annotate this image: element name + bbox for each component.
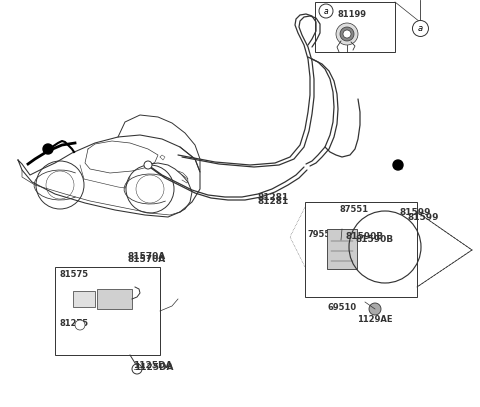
Bar (97, 289, 132, 309)
Text: 81599: 81599 (400, 208, 432, 217)
Bar (327, 229, 357, 269)
Circle shape (75, 320, 85, 330)
Text: 81599: 81599 (408, 212, 440, 221)
Circle shape (369, 303, 381, 315)
Bar (305, 202, 417, 297)
Text: 79552: 79552 (308, 230, 337, 239)
Text: 81281: 81281 (258, 193, 289, 202)
Bar (315, 2, 395, 52)
Text: 87551: 87551 (340, 205, 369, 214)
Circle shape (132, 364, 142, 374)
Circle shape (393, 160, 403, 170)
Circle shape (412, 20, 429, 37)
Text: 81275: 81275 (60, 319, 89, 328)
Circle shape (144, 161, 152, 169)
Text: 1125DA: 1125DA (133, 361, 172, 370)
Text: a: a (324, 7, 328, 15)
Text: 81570A: 81570A (128, 252, 166, 261)
Circle shape (43, 144, 53, 154)
Text: 69510: 69510 (327, 303, 356, 312)
Text: 81590B: 81590B (345, 232, 383, 241)
Circle shape (336, 23, 358, 45)
Text: 81281: 81281 (257, 197, 288, 206)
Text: 81570A: 81570A (127, 254, 165, 263)
Text: 1125DA: 1125DA (134, 363, 173, 372)
Text: 81199: 81199 (337, 10, 366, 19)
Bar (55, 267, 160, 355)
Text: a: a (418, 24, 423, 33)
Text: 1129AE: 1129AE (357, 315, 393, 324)
Text: 81575: 81575 (60, 270, 89, 279)
Circle shape (340, 27, 354, 41)
Circle shape (343, 30, 351, 38)
Bar (73, 291, 95, 307)
Circle shape (319, 4, 333, 18)
Text: 81590B: 81590B (356, 236, 394, 245)
